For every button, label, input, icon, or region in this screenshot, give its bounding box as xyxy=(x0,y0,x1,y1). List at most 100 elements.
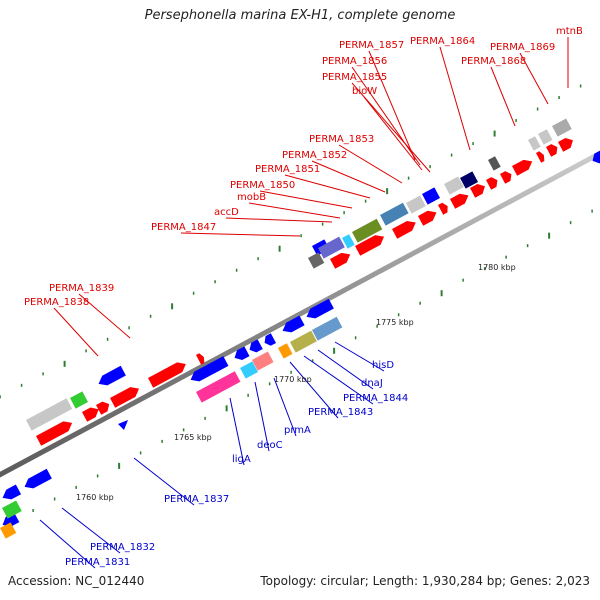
forward-gene-arrow xyxy=(470,184,485,198)
forward-gene-label: PERMA_1864 xyxy=(410,36,475,47)
gene-shape xyxy=(500,171,512,184)
forward-gene-label: mobB xyxy=(237,192,266,203)
reverse-gene-label: PERMA_1843 xyxy=(308,407,373,418)
gene-shape xyxy=(252,351,274,371)
feature-box xyxy=(312,316,343,341)
gene-shape xyxy=(546,144,558,157)
gene-shape xyxy=(2,512,20,527)
forward-gene-label: PERMA_1839 xyxy=(49,283,114,294)
gene-shape xyxy=(110,387,140,408)
gene-shape xyxy=(148,362,186,388)
feature-box xyxy=(342,234,355,249)
gene-shape xyxy=(306,298,334,319)
gene-shape xyxy=(528,136,541,151)
forward-gene-arrow xyxy=(82,407,99,422)
forward-gene-label: PERMA_1850 xyxy=(230,180,295,191)
gene-shape xyxy=(538,129,553,145)
reverse-gene-arrow xyxy=(306,298,334,319)
forward-gene-label: PERMA_1853 xyxy=(309,134,374,145)
gene-shape xyxy=(330,252,351,269)
reverse-gene-label: prmA xyxy=(284,425,311,436)
forward-gene-arrow xyxy=(486,177,498,190)
reverse-gene-arrow xyxy=(24,468,52,489)
reverse-gene-label: ligA xyxy=(232,454,251,465)
gene-shape xyxy=(24,468,52,489)
forward-gene-label: PERMA_1869 xyxy=(490,42,555,53)
forward-gene-arrow xyxy=(330,252,351,269)
label-leader-line xyxy=(490,66,516,127)
forward-gene-arrow xyxy=(536,151,545,163)
genome-backbone xyxy=(0,150,600,478)
gene-shape xyxy=(488,156,501,171)
feature-box xyxy=(406,195,426,214)
gene-shape xyxy=(558,138,573,152)
gene-shape xyxy=(2,500,22,519)
forward-gene-label: bioW xyxy=(352,86,377,97)
reverse-gene-label: hisD xyxy=(372,360,394,371)
forward-gene-arrow xyxy=(355,235,385,256)
reverse-gene-arrow xyxy=(2,484,22,500)
forward-gene-arrow xyxy=(36,421,73,446)
gene-shape xyxy=(352,218,383,243)
feature-box xyxy=(318,236,345,259)
reverse-gene-label: PERMA_1831 xyxy=(65,557,130,568)
reverse-gene-arrow xyxy=(234,346,250,361)
label-leader-line xyxy=(317,349,374,390)
label-leader-line xyxy=(351,66,421,166)
map-title: Persephonella marina EX-H1, complete gen… xyxy=(144,8,456,23)
gene-shape xyxy=(70,391,89,409)
feature-box xyxy=(240,361,259,379)
scale-tick-label: 1770 kbp xyxy=(274,375,312,384)
feature-box xyxy=(352,218,383,243)
forward-gene-arrow xyxy=(558,138,573,152)
gene-shape xyxy=(318,236,345,259)
gene-shape xyxy=(290,330,317,353)
gene-shape xyxy=(392,220,416,239)
feature-box xyxy=(278,343,293,359)
gene-shape xyxy=(536,151,545,163)
label-leader-line xyxy=(254,381,270,452)
gene-shape xyxy=(444,176,464,195)
gene-shape xyxy=(196,371,241,403)
forward-gene-label: PERMA_1838 xyxy=(24,297,89,308)
label-leader-line xyxy=(225,217,333,223)
gene-shape xyxy=(552,118,572,137)
feature-box xyxy=(552,118,572,137)
feature-box xyxy=(290,330,317,353)
feature-box xyxy=(422,187,441,205)
gene-shape xyxy=(438,202,448,215)
feature-box xyxy=(488,156,501,171)
label-leader-line xyxy=(338,144,403,184)
forward-gene-arrow xyxy=(196,353,205,365)
genome-summary: Topology: circular; Length: 1,930,284 bp… xyxy=(260,574,590,588)
scale-tick-label: 1780 kbp xyxy=(478,263,516,272)
gene-shape xyxy=(2,484,22,500)
gene-shape xyxy=(308,252,325,269)
gene-shape xyxy=(380,202,409,226)
forward-gene-arrow xyxy=(500,171,512,184)
feature-box xyxy=(528,136,541,151)
forward-gene-label: PERMA_1855 xyxy=(322,72,387,83)
scale-tick-label: 1765 kbp xyxy=(174,433,212,442)
gene-shape xyxy=(82,407,99,422)
gene-shape xyxy=(278,343,293,359)
accession-text: Accession: NC_012440 xyxy=(8,574,145,588)
gene-shape xyxy=(592,150,600,164)
gene-shape xyxy=(0,522,17,539)
label-leader-line xyxy=(439,46,471,151)
scale-tick-label: 1760 kbp xyxy=(76,493,114,502)
forward-gene-label: PERMA_1856 xyxy=(322,56,387,67)
label-leader-line xyxy=(368,50,416,161)
reverse-gene-label: PERMA_1844 xyxy=(343,393,408,404)
gene-shape xyxy=(342,234,355,249)
forward-gene-arrow xyxy=(418,210,437,226)
feature-box xyxy=(70,391,89,409)
forward-gene-label: PERMA_1847 xyxy=(151,222,216,233)
forward-gene-arrow xyxy=(512,159,533,176)
label-leader-line xyxy=(273,377,297,437)
gene-shape xyxy=(450,193,469,209)
forward-gene-arrow xyxy=(110,387,140,408)
reverse-gene-label: PERMA_1832 xyxy=(90,542,155,553)
